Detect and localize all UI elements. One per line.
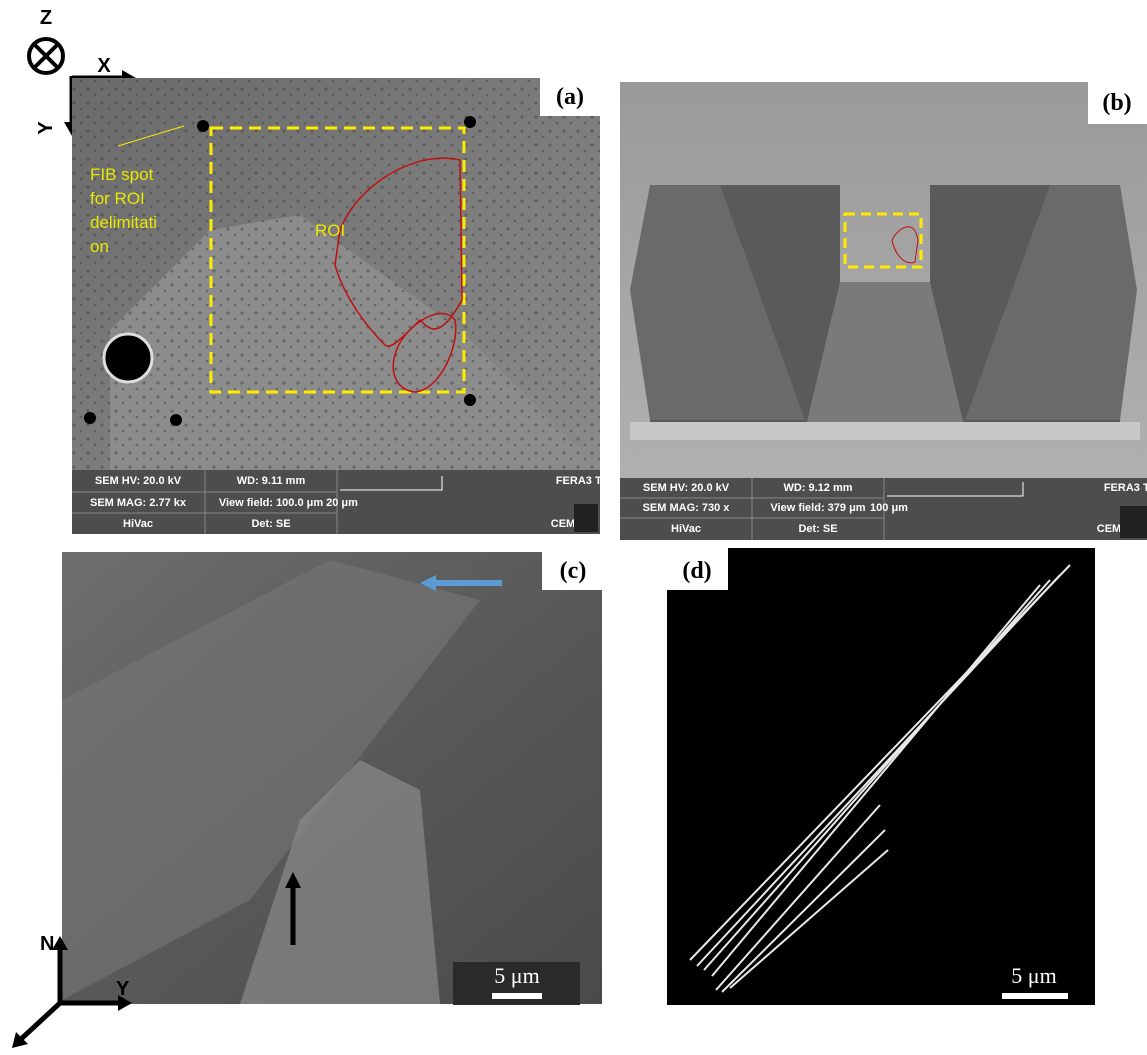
info: Det: SE	[251, 518, 290, 530]
roi-label: ROI	[315, 221, 345, 240]
dimples	[72, 78, 600, 470]
fib-spot	[464, 394, 476, 406]
scale-label: 5 μm	[1011, 963, 1056, 988]
panel-b: (b) SEM HV: 20.0 kV WD: 9.12 mm SEM MAG:…	[620, 82, 1147, 540]
reconstruction	[667, 548, 1095, 1005]
axis-arrow	[20, 1003, 60, 1040]
scale-bar	[492, 993, 542, 999]
fib-spot	[84, 412, 96, 424]
panel-label: (a)	[556, 84, 584, 110]
annotation: FIB spot	[90, 165, 154, 184]
fib-spot	[197, 120, 209, 132]
panel-a: FIB spot for ROI delimitati on ROI (a) S…	[72, 78, 640, 534]
axis-z: Z	[40, 7, 52, 29]
trench-floor	[630, 422, 1140, 440]
panel-d: (d) 5 μm	[667, 548, 1095, 1005]
info: WD: 9.12 mm	[783, 482, 852, 494]
axis-x: X	[97, 55, 111, 77]
info: Det: SE	[798, 523, 837, 535]
logo	[1120, 506, 1147, 538]
logo	[574, 504, 598, 532]
annotation: delimitati	[90, 213, 157, 232]
info: HiVac	[123, 518, 153, 530]
axis-n: N	[40, 933, 54, 955]
info: SEM MAG: 2.77 kx	[90, 497, 187, 509]
figure: Z X Y FIB spot for ROI delimitati on ROI…	[0, 0, 1147, 1055]
annotation: on	[90, 237, 109, 256]
info-bar: SEM HV: 20.0 kV WD: 9.12 mm SEM MAG: 730…	[620, 478, 1147, 540]
info: 20 μm	[326, 497, 358, 509]
fib-spot	[464, 116, 476, 128]
info: WD: 9.11 mm	[237, 475, 306, 487]
annotation: for ROI	[90, 189, 145, 208]
panel-label: (b)	[1102, 90, 1131, 116]
panel-c: (c) 5 μm N Y	[12, 548, 605, 1048]
info: View field: 379 μm	[770, 502, 865, 514]
fib-spot	[104, 334, 152, 382]
info: 100 μm	[870, 502, 908, 514]
panel-label: (d)	[682, 558, 711, 584]
info: FERA3 TESCAN	[1104, 482, 1147, 494]
panel-label: (c)	[560, 558, 587, 584]
scale-label: 5 μm	[494, 963, 539, 988]
page: Z X Y FIB spot for ROI delimitati on ROI…	[0, 0, 1147, 1055]
scale-bar	[1002, 993, 1068, 999]
info: HiVac	[671, 523, 701, 535]
info: SEM MAG: 730 x	[643, 502, 731, 514]
axis-y: Y	[116, 978, 130, 1000]
info: SEM HV: 20.0 kV	[643, 482, 730, 494]
axis-y: Y	[35, 121, 57, 135]
info-bar: SEM HV: 20.0 kV WD: 9.11 mm SEM MAG: 2.7…	[72, 470, 640, 534]
info: SEM HV: 20.0 kV	[95, 475, 182, 487]
fib-spot	[170, 414, 182, 426]
info: View field: 100.0 μm	[219, 497, 324, 509]
